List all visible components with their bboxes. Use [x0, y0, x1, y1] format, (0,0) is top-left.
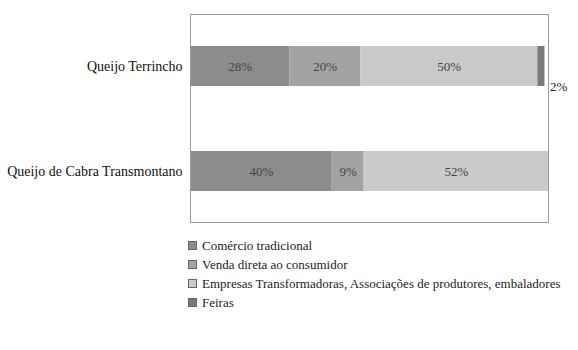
svg-text:20%: 20%	[313, 59, 337, 74]
html-text:Comércio tradicional: Comércio tradicional	[202, 237, 313, 253]
html-text:Venda direta ao consumidor: Venda direta ao consumidor	[202, 256, 348, 272]
svg-text:50%: 50%	[437, 59, 461, 74]
svg-text:40%: 40%	[249, 164, 273, 179]
svg-text:Queijo Terrincho: Queijo Terrincho	[87, 59, 183, 74]
svg-text:28%: 28%	[228, 59, 252, 74]
svg-text:9%: 9%	[340, 164, 358, 179]
svg-text:2%: 2%	[550, 79, 568, 94]
html-text:Empresas Transformadoras, Asso: Empresas Transformadoras, Associações de…	[202, 275, 561, 291]
html-text:Feiras: Feiras	[202, 294, 234, 310]
svg-text:52%: 52%	[444, 164, 468, 179]
svg-text:Queijo de Cabra Transmontano: Queijo de Cabra Transmontano	[7, 164, 182, 179]
